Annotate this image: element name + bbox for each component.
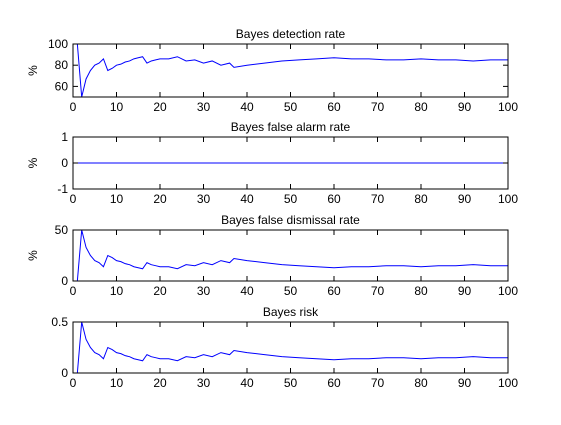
x-tick-label: 70	[371, 284, 385, 298]
chart-title: Bayes risk	[263, 305, 319, 319]
x-tick-label: 90	[458, 192, 472, 206]
y-axis-label: %	[26, 250, 40, 261]
y-tick-label: -1	[57, 182, 68, 196]
x-tick-label: 70	[371, 376, 385, 390]
x-tick-label: 10	[110, 192, 124, 206]
x-tick-label: 90	[458, 100, 472, 114]
x-tick-label: 60	[327, 284, 341, 298]
y-tick-label: 60	[55, 79, 69, 93]
y-tick-label: 100	[48, 37, 68, 51]
x-tick-label: 80	[414, 284, 428, 298]
x-tick-label: 20	[153, 284, 167, 298]
y-tick-label: 0.5	[51, 315, 68, 329]
y-tick-label: 50	[55, 223, 69, 237]
x-tick-label: 40	[240, 192, 254, 206]
x-tick-label: 30	[197, 376, 211, 390]
y-tick-label: 80	[55, 58, 69, 72]
chart-title: Bayes detection rate	[236, 27, 346, 41]
y-tick-label: 1	[61, 130, 68, 144]
x-tick-label: 90	[458, 376, 472, 390]
y-tick-label: 0	[61, 366, 68, 380]
subplot-4: 0 10 20 30 40 50 60 70 80 90 100 0 0.5 Bayes risk	[51, 305, 518, 390]
x-tick-label: 0	[70, 284, 77, 298]
x-tick-label: 90	[458, 284, 472, 298]
x-tick-label: 70	[371, 100, 385, 114]
x-tick-label: 70	[371, 192, 385, 206]
x-tick-label: 0	[70, 100, 77, 114]
series-line	[73, 44, 508, 97]
x-tick-label: 60	[327, 376, 341, 390]
x-tick-label: 100	[498, 192, 518, 206]
y-tick-label: 0	[61, 156, 68, 170]
series-line	[73, 322, 508, 373]
x-tick-label: 40	[240, 376, 254, 390]
x-tick-label: 50	[284, 100, 298, 114]
y-axis-label: %	[26, 157, 40, 168]
chart-title: Bayes false alarm rate	[231, 120, 351, 134]
x-tick-label: 20	[153, 192, 167, 206]
x-tick-label: 20	[153, 100, 167, 114]
x-tick-label: 60	[327, 100, 341, 114]
x-tick-label: 80	[414, 376, 428, 390]
x-tick-label: 60	[327, 192, 341, 206]
chart-title: Bayes false dismissal rate	[221, 213, 360, 227]
x-tick-label: 10	[110, 284, 124, 298]
x-tick-label: 0	[70, 192, 77, 206]
x-tick-label: 100	[498, 100, 518, 114]
subplot-1: 0 10 20 30 40 50 60 70 80 90 100 60 80 100 Bayes detec…	[26, 27, 518, 114]
x-tick-label: 100	[498, 284, 518, 298]
x-tick-label: 40	[240, 284, 254, 298]
y-axis-label: %	[26, 65, 40, 76]
x-tick-label: 50	[284, 284, 298, 298]
x-tick-label: 50	[284, 376, 298, 390]
series-line	[73, 230, 508, 281]
x-tick-label: 0	[70, 376, 77, 390]
x-tick-label: 50	[284, 192, 298, 206]
x-tick-label: 40	[240, 100, 254, 114]
y-tick-label: 0	[61, 274, 68, 288]
x-tick-label: 30	[197, 284, 211, 298]
x-tick-label: 30	[197, 100, 211, 114]
x-tick-label: 100	[498, 376, 518, 390]
x-tick-label: 10	[110, 376, 124, 390]
subplot-3: 0 10 20 30 40 50 60 70 80 90 100 0 50 Bayes false dis…	[26, 213, 518, 298]
x-tick-label: 20	[153, 376, 167, 390]
x-tick-label: 80	[414, 100, 428, 114]
x-tick-label: 10	[110, 100, 124, 114]
x-tick-label: 30	[197, 192, 211, 206]
x-tick-label: 80	[414, 192, 428, 206]
